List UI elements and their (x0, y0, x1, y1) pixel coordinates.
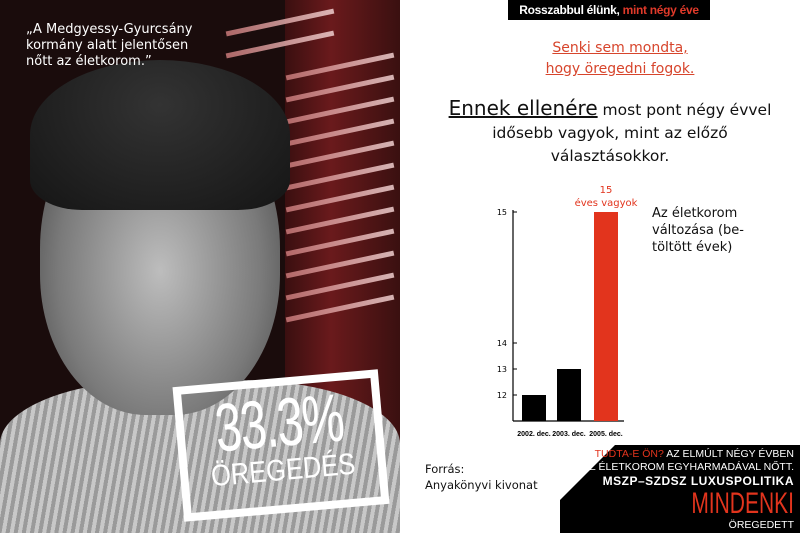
source-note: Forrás: Anyakönyvi kivonat (425, 461, 538, 493)
top-banner: Rosszabbul élünk, mint négy éve (508, 0, 710, 20)
source-value: Anyakönyvi kivonat (425, 478, 538, 492)
bar (594, 212, 618, 421)
corner-question: TUDTA-E ÖN? (594, 448, 664, 460)
subtitle-line1: Senki sem mondta, (552, 40, 688, 56)
corner-line2: AZ ÉLETKOROM EGYHARMADÁVAL NŐTT. (582, 461, 794, 473)
hair (30, 60, 290, 210)
shutter-slat (285, 118, 395, 147)
shutter-slat (285, 206, 395, 235)
x-tick-label: 2003. dec. (552, 431, 586, 438)
shutter-slat (285, 250, 395, 279)
bar (522, 395, 546, 421)
highlight-text-label: éves vagyok (575, 197, 638, 209)
shutter-slat (285, 140, 395, 169)
shutter-slat (285, 52, 395, 81)
shutter-slat (225, 8, 335, 37)
subtitle: Senki sem mondta, hogy öregedni fogok. (480, 38, 760, 80)
corner-line3: MSZP–SZDSZ LUXUSPOLITIKA (602, 474, 794, 488)
y-tick-label: 14 (497, 339, 507, 348)
shutter-slat (285, 184, 395, 213)
banner-part1: Rosszabbul élünk, (519, 3, 620, 17)
y-tick-label: 12 (497, 391, 507, 400)
age-bar-chart: 12 13 14 15 2002. dec. 2003. dec. 2005. dec. 15… (497, 185, 638, 438)
aging-stamp: 33.3% ÖREGEDÉS (172, 369, 390, 522)
subtitle-line2: hogy öregedni fogok. (545, 61, 695, 77)
banner-part2: mint négy éve (619, 3, 699, 17)
source-label: Forrás: (425, 462, 465, 476)
bar (557, 369, 581, 421)
chart-legend-text: Az életkorom változása (be-töltött évek) (652, 206, 744, 255)
lead-rest: most pont négy évvel idősebb vagyok, min… (492, 101, 772, 165)
portrait-photo: „A Medgyessy-Gyurcsány kormány alatt jel… (0, 0, 400, 533)
y-tick-label: 13 (497, 365, 507, 374)
lead-emphasis: Ennek ellenére (448, 96, 598, 120)
shutter-slat (285, 96, 395, 125)
corner-line1: AZ ELMÚLT NÉGY ÉVBEN (663, 448, 794, 460)
y-tick-label: 15 (497, 208, 507, 217)
shutter-slat (285, 162, 395, 191)
shutter-slat (285, 272, 395, 301)
shutter-slat (285, 74, 395, 103)
corner-line-question: TUDTA-E ÖN? AZ ELMÚLT NÉGY ÉVBEN (564, 448, 794, 461)
corner-big: MINDENKI (691, 487, 794, 520)
corner-small: ÖREGEDETT (728, 519, 794, 531)
shutter-slat (225, 30, 335, 59)
x-tick-label: 2005. dec. (589, 431, 623, 438)
shutter-slat (285, 228, 395, 257)
shutter-slat (285, 294, 395, 323)
lead-text: Ennek ellenére most pont négy évvel idős… (440, 97, 780, 168)
corner-slogan: TUDTA-E ÖN? AZ ELMÚLT NÉGY ÉVBEN AZ ÉLET… (564, 448, 794, 532)
x-tick-label: 2002. dec. (517, 431, 551, 438)
quote-text: „A Medgyessy-Gyurcsány kormány alatt jel… (26, 22, 193, 69)
highlight-value-label: 15 (600, 185, 613, 196)
